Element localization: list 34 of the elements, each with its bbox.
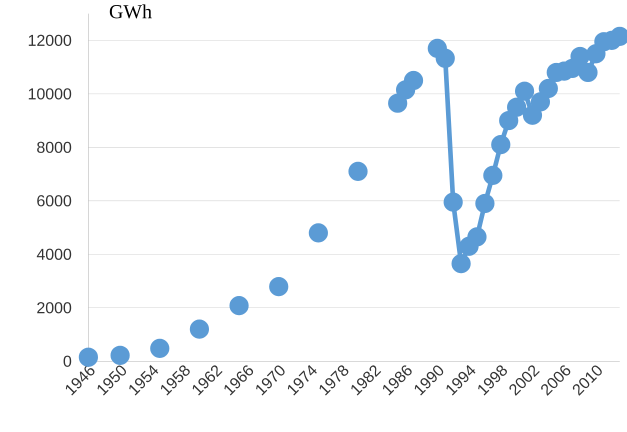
point (538, 79, 558, 98)
point (586, 44, 606, 64)
point (475, 194, 495, 214)
point (388, 94, 408, 113)
y-tick-label: 0 (64, 356, 72, 367)
point (452, 254, 471, 274)
point (578, 62, 598, 82)
point (491, 135, 510, 154)
point (444, 192, 463, 212)
y-tick-label: 10000 (28, 88, 72, 100)
point (78, 348, 98, 367)
y-tick-label: 4000 (36, 248, 72, 260)
point (229, 296, 249, 316)
y-tick-label: 8000 (37, 142, 72, 154)
point (436, 48, 455, 68)
y-tick-label: 6000 (37, 195, 72, 207)
point (150, 338, 170, 358)
point (348, 162, 368, 182)
point (570, 46, 590, 66)
point (269, 277, 288, 296)
point (514, 82, 534, 101)
point (190, 320, 210, 339)
point (530, 92, 550, 112)
point (499, 111, 518, 130)
y-tick-label: 2000 (37, 302, 72, 314)
point (467, 227, 487, 247)
point (404, 71, 424, 90)
point (522, 106, 542, 125)
point (483, 166, 502, 186)
y-axis-title: GWh (110, 4, 152, 19)
point (308, 223, 328, 243)
y-tick-label: 12000 (28, 34, 72, 46)
point (507, 98, 526, 117)
point (110, 346, 130, 366)
